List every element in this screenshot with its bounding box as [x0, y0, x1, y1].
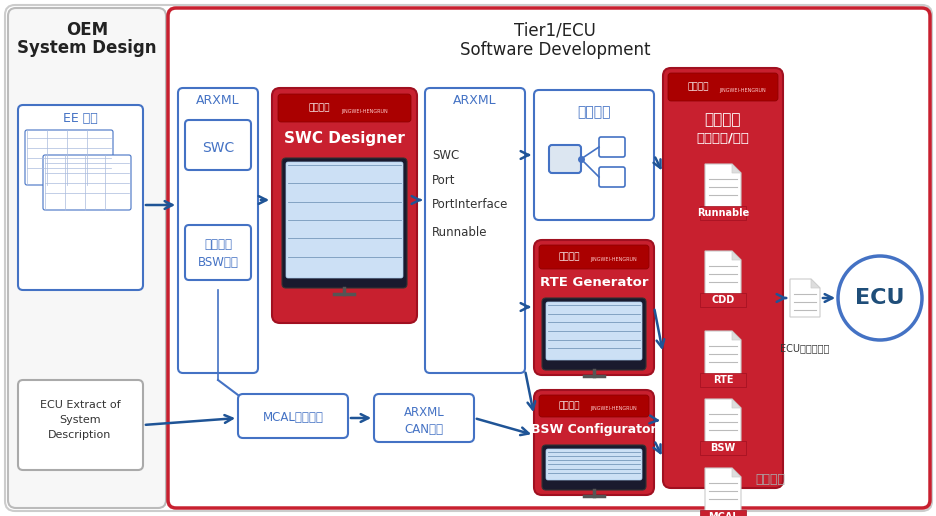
Text: JINGWEI-HENGRUN: JINGWEI-HENGRUN	[341, 108, 388, 114]
Polygon shape	[731, 251, 740, 260]
Bar	[699, 293, 745, 307]
FancyBboxPatch shape	[546, 449, 641, 480]
FancyBboxPatch shape	[548, 145, 580, 173]
FancyBboxPatch shape	[598, 137, 624, 157]
Polygon shape	[704, 164, 740, 208]
Text: 经纬恒润: 经纬恒润	[558, 252, 579, 262]
Polygon shape	[811, 279, 819, 288]
FancyBboxPatch shape	[282, 158, 406, 288]
FancyBboxPatch shape	[18, 380, 143, 470]
Text: ECU Extract of: ECU Extract of	[39, 400, 120, 410]
Text: CAN配置: CAN配置	[404, 424, 443, 437]
Polygon shape	[704, 331, 740, 375]
FancyBboxPatch shape	[534, 90, 653, 220]
Text: Runnable: Runnable	[696, 208, 748, 218]
Text: 经纬恒润: 经纬恒润	[686, 83, 708, 91]
Bar	[699, 441, 745, 455]
Polygon shape	[704, 251, 740, 295]
Text: Software Development: Software Development	[460, 41, 650, 59]
Text: JINGWEI-HENGRUN: JINGWEI-HENGRUN	[590, 257, 636, 263]
FancyBboxPatch shape	[184, 120, 251, 170]
Text: SWC: SWC	[201, 141, 234, 155]
FancyBboxPatch shape	[534, 240, 653, 375]
Text: System Design: System Design	[17, 39, 156, 57]
Polygon shape	[731, 468, 740, 477]
FancyBboxPatch shape	[538, 245, 649, 269]
Text: MCAL: MCAL	[707, 512, 738, 516]
Text: PortInterface: PortInterface	[431, 199, 508, 212]
FancyBboxPatch shape	[178, 88, 257, 373]
Polygon shape	[731, 399, 740, 408]
Text: ARXML: ARXML	[196, 93, 240, 106]
Polygon shape	[704, 468, 740, 512]
Text: ARXML: ARXML	[453, 93, 496, 106]
Bar	[699, 206, 745, 220]
Text: 通信矩阵: 通信矩阵	[204, 238, 232, 251]
Bar	[699, 373, 745, 387]
Text: 集成服务: 集成服务	[704, 112, 740, 127]
FancyBboxPatch shape	[25, 130, 113, 185]
Bar	[699, 510, 745, 516]
Polygon shape	[731, 331, 740, 340]
Text: BSW: BSW	[709, 443, 735, 453]
Text: 经纬恒润: 经纬恒润	[309, 104, 329, 112]
Polygon shape	[731, 164, 740, 173]
FancyBboxPatch shape	[546, 302, 641, 360]
Text: CDD: CDD	[710, 295, 734, 305]
FancyBboxPatch shape	[278, 94, 411, 122]
FancyBboxPatch shape	[598, 167, 624, 187]
Text: 算法开发: 算法开发	[577, 105, 610, 119]
Text: RTE: RTE	[712, 375, 733, 385]
FancyBboxPatch shape	[541, 298, 645, 370]
FancyBboxPatch shape	[373, 394, 474, 442]
Text: JINGWEI-HENGRUN: JINGWEI-HENGRUN	[719, 88, 766, 92]
Text: Runnable: Runnable	[431, 225, 487, 238]
Text: Port: Port	[431, 173, 455, 186]
Text: MCAL配置工具: MCAL配置工具	[262, 411, 323, 425]
FancyBboxPatch shape	[667, 73, 777, 101]
FancyBboxPatch shape	[663, 68, 782, 488]
FancyBboxPatch shape	[43, 155, 131, 210]
Text: EE 架构: EE 架构	[63, 111, 97, 124]
FancyBboxPatch shape	[8, 8, 166, 508]
Text: BSW配置: BSW配置	[197, 256, 238, 269]
Text: System: System	[59, 415, 101, 425]
FancyBboxPatch shape	[271, 88, 417, 323]
FancyBboxPatch shape	[5, 5, 931, 511]
Text: ECU: ECU	[855, 288, 904, 308]
Circle shape	[837, 256, 921, 340]
Text: JINGWEI-HENGRUN: JINGWEI-HENGRUN	[590, 407, 636, 411]
Text: SWC: SWC	[431, 149, 459, 162]
Text: 经纬恒润: 经纬恒润	[558, 401, 579, 411]
FancyBboxPatch shape	[184, 225, 251, 280]
FancyBboxPatch shape	[541, 445, 645, 490]
Text: RTE Generator: RTE Generator	[539, 277, 648, 289]
Text: ECU可执行文件: ECU可执行文件	[780, 343, 828, 353]
FancyBboxPatch shape	[538, 395, 649, 417]
FancyBboxPatch shape	[18, 105, 143, 290]
Text: SWC Designer: SWC Designer	[284, 131, 404, 146]
FancyBboxPatch shape	[238, 394, 347, 438]
Text: 经纬恒润: 经纬恒润	[754, 474, 784, 487]
Text: Description: Description	[49, 430, 111, 440]
Polygon shape	[704, 399, 740, 443]
Text: ARXML: ARXML	[403, 407, 444, 420]
FancyBboxPatch shape	[534, 390, 653, 495]
Text: BSW Configurator: BSW Configurator	[531, 424, 656, 437]
FancyBboxPatch shape	[425, 88, 524, 373]
Text: Tier1/ECU: Tier1/ECU	[514, 21, 595, 39]
Polygon shape	[789, 279, 819, 317]
FancyBboxPatch shape	[168, 8, 929, 508]
Text: OEM: OEM	[66, 21, 108, 39]
FancyBboxPatch shape	[285, 162, 402, 278]
Text: 编译连接/调试: 编译连接/调试	[695, 132, 749, 144]
